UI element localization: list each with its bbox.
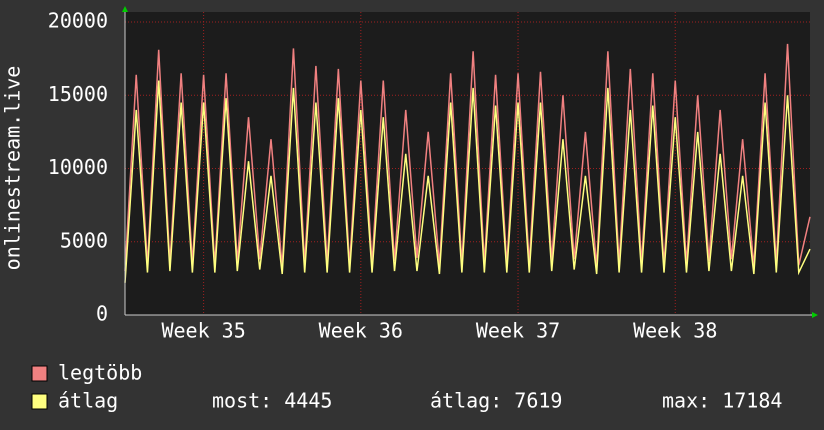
y-tick-label: 0 (96, 302, 108, 326)
legend: legtöbb átlag most: 4445 átlag: 7619 max: 17… (31, 361, 782, 413)
x-arrow (812, 312, 818, 318)
legend-swatch (31, 393, 48, 410)
x-tick-label: Week 37 (476, 319, 560, 343)
legend-swatch (31, 365, 48, 382)
y-tick-label: 10000 (48, 155, 108, 179)
y-tick-label: 20000 (48, 9, 108, 33)
x-tick-label: Week 38 (633, 319, 717, 343)
y-tick-label: 15000 (48, 82, 108, 106)
series-line (124, 43, 811, 272)
legend-label: legtöbb (58, 361, 142, 385)
legend-stat: most: 4445 (212, 389, 332, 413)
x-tick-label: Week 35 (161, 319, 245, 343)
y-arrow (122, 6, 128, 12)
x-tick-label: Week 36 (319, 319, 403, 343)
y-axis-label: onlinestream.live (1, 66, 25, 271)
plot: 0 5000 10000 15000 20000 Week 35 Week 36 Week 3… (48, 9, 811, 343)
legend-stat: átlag: 7619 (430, 389, 562, 413)
legend-label: átlag (58, 389, 118, 413)
series-line (124, 80, 811, 283)
legend-stat: max: 17184 (662, 389, 782, 413)
y-tick-label: 5000 (60, 228, 108, 252)
